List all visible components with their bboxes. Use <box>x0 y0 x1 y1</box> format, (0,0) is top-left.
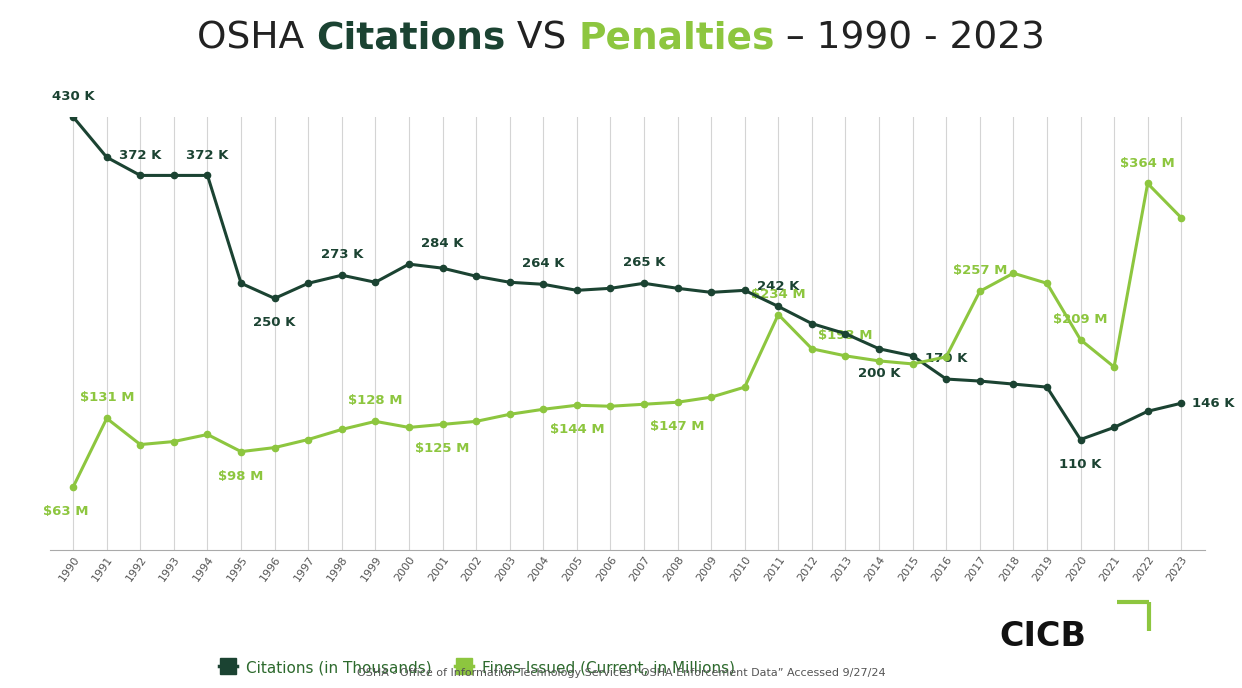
Text: $125 M: $125 M <box>415 442 469 455</box>
Text: 284 K: 284 K <box>421 237 463 250</box>
Text: $98 M: $98 M <box>219 470 263 483</box>
Text: 265 K: 265 K <box>622 257 666 270</box>
Text: $131 M: $131 M <box>79 391 134 405</box>
Text: 242 K: 242 K <box>758 279 800 292</box>
Text: $234 M: $234 M <box>751 288 806 301</box>
Text: OSHA - Office of Information Technology Services “OSHA Enforcement Data” Accesse: OSHA - Office of Information Technology … <box>356 667 886 678</box>
Text: $128 M: $128 M <box>348 394 402 407</box>
Text: $209 M: $209 M <box>1053 313 1108 326</box>
Text: 200 K: 200 K <box>858 367 900 380</box>
Text: 372 K: 372 K <box>186 149 229 162</box>
Text: 264 K: 264 K <box>522 257 565 270</box>
Text: $364 M: $364 M <box>1120 157 1175 170</box>
Text: $144 M: $144 M <box>549 423 604 436</box>
Text: 372 K: 372 K <box>119 149 161 162</box>
Text: 430 K: 430 K <box>52 90 94 103</box>
Text: 146 K: 146 K <box>1192 397 1235 410</box>
Text: $257 M: $257 M <box>953 264 1007 277</box>
Text: 110 K: 110 K <box>1059 458 1102 471</box>
Text: $63 M: $63 M <box>43 505 89 518</box>
Text: 250 K: 250 K <box>253 316 296 330</box>
Text: 170 K: 170 K <box>925 352 968 365</box>
Text: OSHA: OSHA <box>196 21 315 56</box>
Text: $193 M: $193 M <box>818 329 873 342</box>
Text: $147 M: $147 M <box>651 420 704 433</box>
Text: – 1990 - 2023: – 1990 - 2023 <box>775 21 1046 56</box>
Text: CICB: CICB <box>1000 620 1087 653</box>
Legend: Citations (in Thousands), Fines Issued (Current, in Millions): Citations (in Thousands), Fines Issued (… <box>212 654 741 681</box>
Text: 273 K: 273 K <box>320 248 363 261</box>
Text: VS: VS <box>505 21 578 56</box>
Text: Citations: Citations <box>315 21 505 56</box>
Text: Penalties: Penalties <box>578 21 775 56</box>
